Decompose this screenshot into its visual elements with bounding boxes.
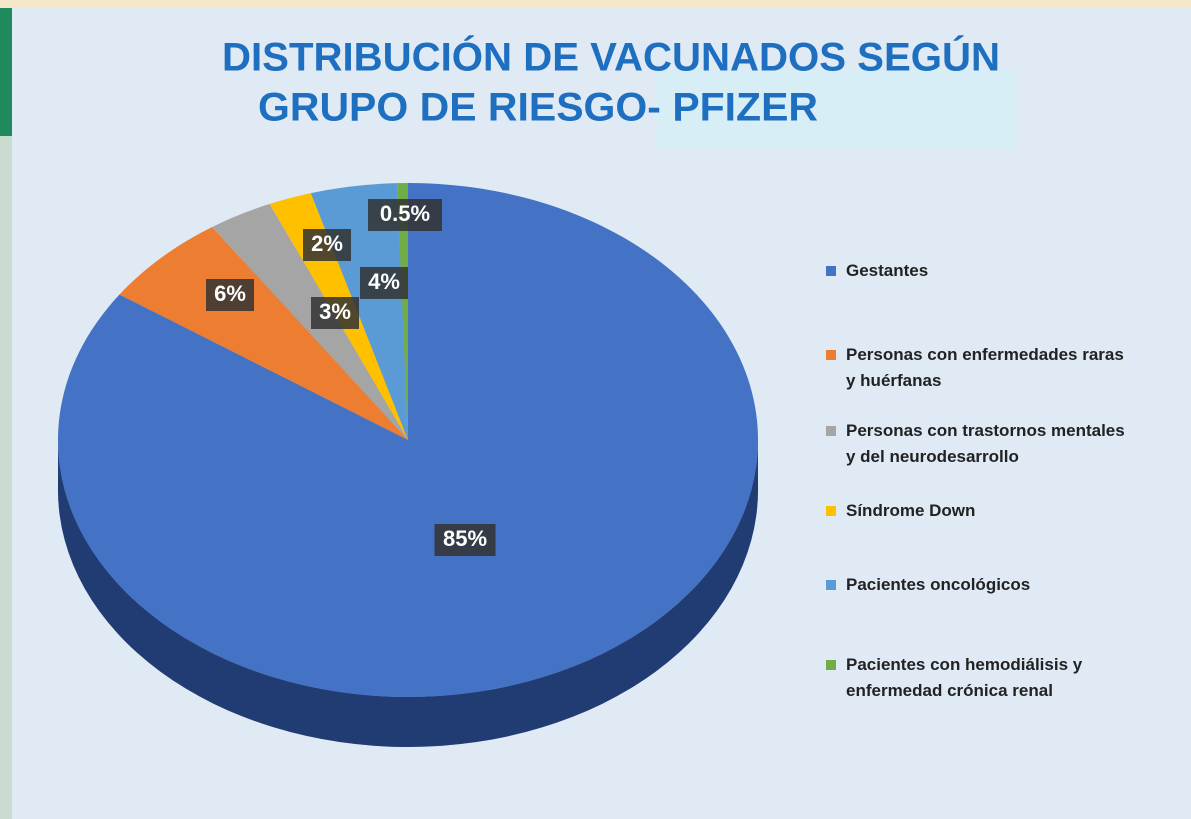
legend-swatch [826, 350, 836, 360]
legend-swatch [826, 660, 836, 670]
left-strip [0, 8, 12, 136]
legend-label: Personas con enfermedades raras y huérfa… [846, 345, 1124, 390]
legend-label: Pacientes oncológicos [846, 575, 1031, 594]
data-label: 4% [368, 269, 400, 294]
pie-slice [119, 227, 408, 440]
data-label-box [303, 229, 351, 261]
title-box [656, 70, 1016, 150]
data-label: 3% [319, 299, 351, 324]
legend-item: Síndrome Down [826, 498, 1126, 524]
legend-swatch [826, 506, 836, 516]
data-label-box [368, 199, 442, 231]
legend-swatch [826, 266, 836, 276]
data-label-box [311, 297, 359, 329]
chart-title: GRUPO DE RIESGO- PFIZER [258, 86, 818, 130]
data-label: 85% [443, 526, 487, 551]
legend-item: Gestantes [826, 258, 1126, 284]
chart-title: DISTRIBUCIÓN DE VACUNADOS SEGÚN [222, 34, 1000, 80]
pie-slice [397, 183, 408, 440]
data-label: 6% [214, 281, 246, 306]
left-strip [0, 136, 12, 819]
data-label-box [206, 279, 254, 311]
pie: 85% 6% 3% 2% 4% 0.5% [58, 183, 758, 747]
top-strip [0, 0, 1191, 8]
legend-item: Pacientes con hemodiálisis y enfermedad … [826, 652, 1126, 704]
legend-item: Personas con enfermedades raras y huérfa… [826, 342, 1126, 394]
legend-label: Síndrome Down [846, 501, 976, 520]
data-label-box [434, 524, 496, 556]
pie-slice [212, 203, 408, 440]
data-label: 0.5% [380, 201, 430, 226]
legend-item: Pacientes oncológicos [826, 572, 1126, 598]
legend-item: Personas con trastornos mentales y del n… [826, 418, 1126, 470]
legend-swatch [826, 426, 836, 436]
data-label: 2% [311, 231, 343, 256]
legend-swatch [826, 580, 836, 590]
legend-label: Personas con trastornos mentales y del n… [846, 421, 1125, 466]
pie-side [58, 440, 758, 747]
data-label-box [360, 267, 408, 299]
legend-label: Pacientes con hemodiálisis y enfermedad … [846, 655, 1083, 700]
legend-label: Gestantes [846, 261, 929, 280]
